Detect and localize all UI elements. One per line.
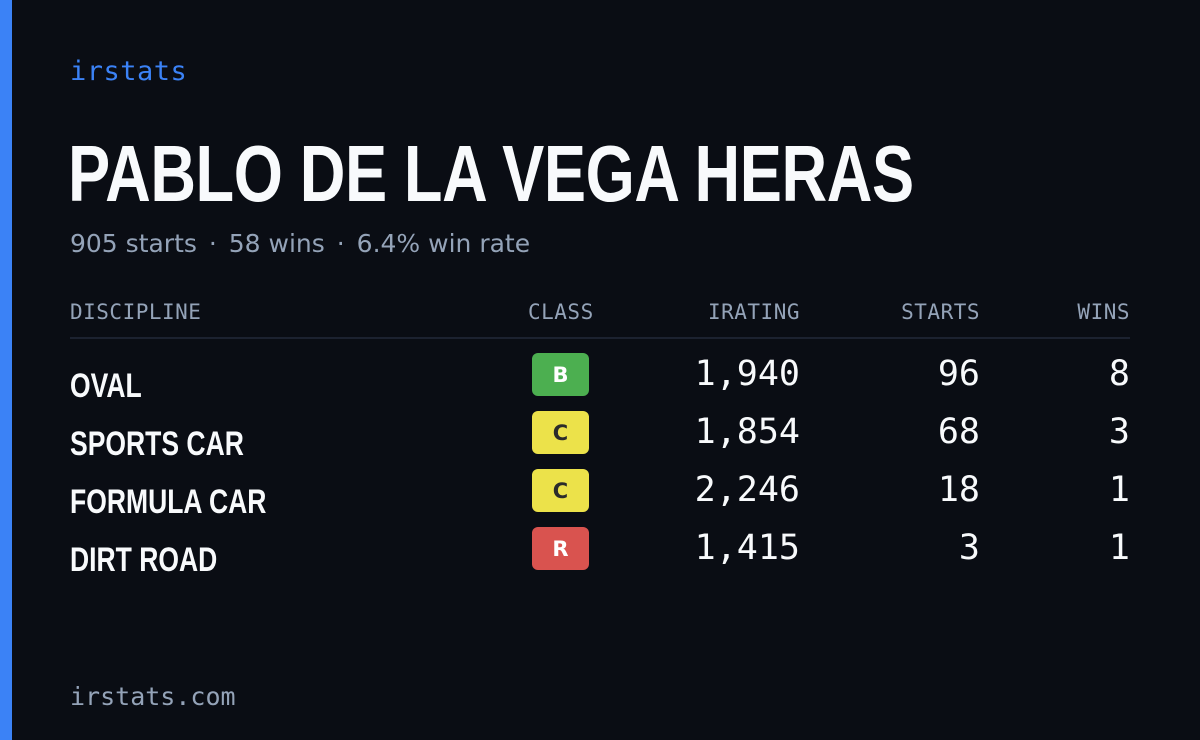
starts-value: 18 <box>937 470 980 510</box>
discipline-name: FORMULA CAR <box>70 483 267 521</box>
summary-wins: 58 wins <box>228 229 325 258</box>
starts-value: 68 <box>937 412 980 452</box>
irating-value: 2,246 <box>694 470 800 510</box>
header-irating: IRATING <box>707 300 800 324</box>
wins-value: 8 <box>1108 354 1130 394</box>
stats-table: DISCIPLINE CLASS IRATING STARTS WINS OVA… <box>70 298 1130 585</box>
discipline-name: SPORTS CAR <box>70 425 244 463</box>
footer-url[interactable]: irstats.com <box>70 682 236 711</box>
accent-bar <box>0 0 12 740</box>
class-badge: C <box>532 469 589 512</box>
summary-winrate: 6.4% win rate <box>356 229 531 258</box>
discipline-name: DIRT ROAD <box>70 541 218 579</box>
class-badge: R <box>532 527 589 570</box>
wins-value: 1 <box>1108 528 1130 568</box>
table-row: FORMULA CAR C 2,246 18 1 <box>70 469 1130 527</box>
header-starts: STARTS <box>901 300 980 324</box>
summary-separator: · <box>208 229 217 258</box>
class-badge: C <box>532 411 589 454</box>
irating-value: 1,415 <box>694 528 800 568</box>
wins-value: 3 <box>1108 412 1130 452</box>
table-row: SPORTS CAR C 1,854 68 3 <box>70 411 1130 469</box>
header-discipline: DISCIPLINE <box>70 300 202 324</box>
discipline-name: OVAL <box>70 367 142 405</box>
summary-separator: · <box>336 229 345 258</box>
wins-value: 1 <box>1108 470 1130 510</box>
summary-starts: 905 starts <box>70 229 197 258</box>
table-row: DIRT ROAD R 1,415 3 1 <box>70 527 1130 585</box>
header-class: CLASS <box>528 300 594 324</box>
table-row: OVAL B 1,940 96 8 <box>70 353 1130 411</box>
table-header: DISCIPLINE CLASS IRATING STARTS WINS <box>70 298 1130 339</box>
class-badge: B <box>532 353 589 396</box>
starts-value: 3 <box>958 528 980 568</box>
player-name: PABLO DE LA VEGA HERAS <box>68 129 914 218</box>
irating-value: 1,854 <box>694 412 800 452</box>
header-wins: WINS <box>1077 300 1130 324</box>
brand-logo[interactable]: irstats <box>70 56 188 87</box>
player-summary: 905 starts · 58 wins · 6.4% win rate <box>70 229 530 258</box>
table-body: OVAL B 1,940 96 8 SPORTS CAR C 1,854 68 … <box>70 353 1130 585</box>
irating-value: 1,940 <box>694 354 800 394</box>
starts-value: 96 <box>937 354 980 394</box>
